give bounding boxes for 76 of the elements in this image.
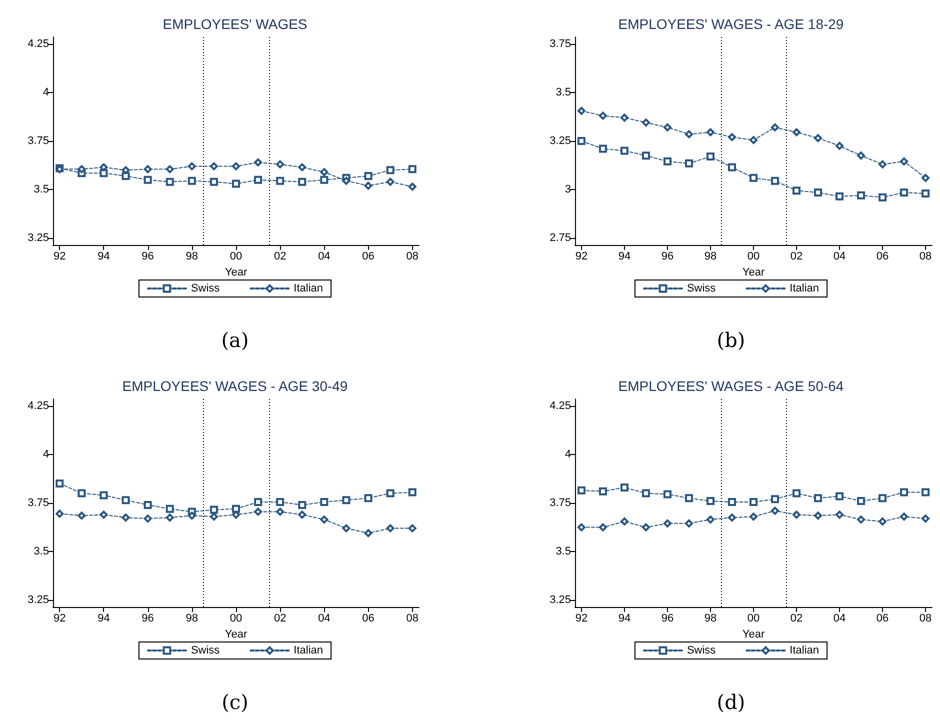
text: (d) — [716, 690, 746, 714]
x-tick-label: 06 — [876, 250, 889, 262]
y-tick-label: 4.25 — [28, 400, 49, 412]
y-tick-label: 4 — [564, 448, 571, 460]
x-tick-label: 06 — [362, 612, 374, 624]
y-tick-label: 3.25 — [28, 594, 49, 606]
chart-title: EMPLOYEES' WAGES - AGE 30-49 — [122, 378, 348, 394]
x-tick-label: 96 — [142, 612, 154, 624]
legend-label: Italian — [790, 644, 820, 656]
y-tick-label: 3.5 — [556, 86, 571, 98]
y-tick-label: 4.25 — [550, 400, 571, 412]
text: (b) — [716, 328, 746, 352]
x-tick-label: 02 — [790, 612, 803, 624]
chart-title: EMPLOYEES' WAGES - AGE 18-29 — [618, 16, 844, 32]
x-tick-label: 94 — [618, 612, 631, 624]
x-tick-label: 04 — [318, 612, 330, 624]
x-tick-label: 02 — [274, 250, 286, 262]
x-tick-label: 08 — [919, 250, 932, 262]
x-axis-title: Year — [224, 628, 248, 640]
y-tick-label: 4 — [42, 448, 49, 460]
x-tick-label: 98 — [704, 250, 717, 262]
legend-label: Swiss — [190, 644, 220, 656]
x-tick-label: 02 — [274, 612, 286, 624]
x-tick-label: 00 — [230, 612, 242, 624]
legend-label: Swiss — [190, 282, 220, 294]
x-tick-label: 92 — [575, 612, 588, 624]
legend-label: Italian — [294, 644, 324, 656]
y-tick-label: 3.25 — [550, 594, 571, 606]
y-tick-label: 3.75 — [550, 38, 571, 50]
x-tick-label: 98 — [704, 612, 717, 624]
y-tick-label: 4 — [42, 86, 49, 98]
x-tick-label: 00 — [230, 250, 242, 262]
y-tick-label: 3.5 — [34, 184, 49, 196]
y-tick-label: 4.25 — [28, 38, 49, 50]
x-tick-label: 02 — [790, 250, 803, 262]
x-tick-label: 98 — [186, 250, 198, 262]
x-axis-title: Year — [742, 628, 765, 640]
x-tick-label: 94 — [98, 612, 110, 624]
chart-title: EMPLOYEES' WAGES - AGE 50-64 — [618, 378, 844, 394]
x-tick-label: 08 — [406, 612, 419, 624]
y-tick-label: 3.25 — [550, 135, 571, 147]
chart-title: EMPLOYEES' WAGES — [162, 16, 308, 32]
x-tick-label: 92 — [53, 612, 66, 624]
x-axis-title: Year — [742, 266, 765, 278]
x-tick-label: 06 — [876, 612, 889, 624]
x-tick-label: 92 — [53, 250, 66, 262]
x-axis-title: Year — [224, 266, 248, 278]
x-tick-label: 06 — [362, 250, 374, 262]
text: (c) — [222, 690, 248, 714]
x-tick-label: 08 — [919, 612, 932, 624]
x-tick-label: 96 — [142, 250, 154, 262]
legend-label: Italian — [790, 282, 820, 294]
y-tick-label: 3.5 — [34, 546, 49, 558]
x-tick-label: 94 — [98, 250, 110, 262]
x-tick-label: 96 — [661, 250, 674, 262]
legend-label: Swiss — [686, 644, 716, 656]
y-tick-label: 3.75 — [550, 497, 571, 509]
y-tick-label: 3 — [564, 184, 571, 196]
y-tick-label: 3.25 — [28, 232, 49, 244]
x-tick-label: 98 — [186, 612, 198, 624]
x-tick-label: 00 — [747, 250, 760, 262]
y-tick-label: 3.75 — [28, 497, 49, 509]
text: (a) — [221, 328, 249, 352]
x-tick-label: 08 — [406, 250, 419, 262]
x-tick-label: 04 — [833, 612, 846, 624]
y-tick-label: 2.75 — [550, 232, 571, 244]
legend-label: Italian — [294, 282, 324, 294]
legend-label: Swiss — [686, 282, 716, 294]
x-tick-label: 04 — [318, 250, 330, 262]
y-tick-label: 3.5 — [556, 546, 571, 558]
x-tick-label: 96 — [661, 612, 674, 624]
y-tick-label: 3.75 — [28, 135, 49, 147]
x-tick-label: 92 — [575, 250, 588, 262]
x-tick-label: 00 — [747, 612, 760, 624]
x-tick-label: 94 — [618, 250, 631, 262]
x-tick-label: 04 — [833, 250, 846, 262]
